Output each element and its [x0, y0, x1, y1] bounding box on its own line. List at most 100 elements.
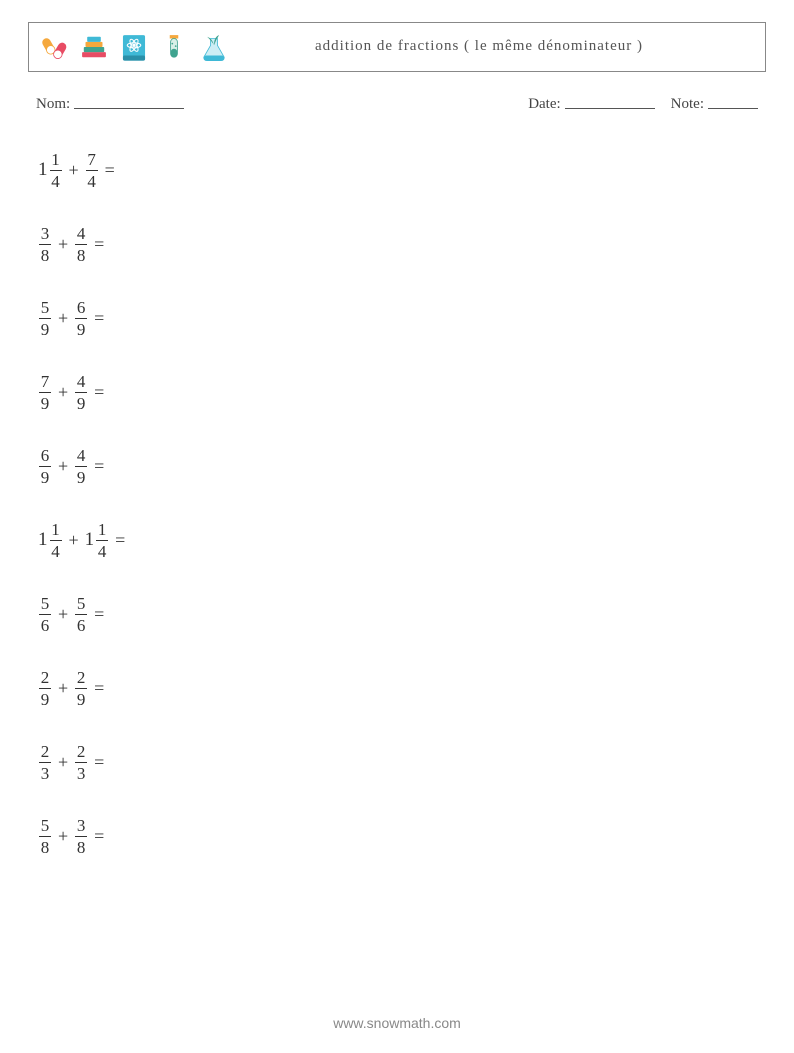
fraction: 56: [39, 595, 51, 634]
fraction: 29: [75, 669, 87, 708]
equals-sign: =: [94, 308, 104, 329]
fraction: 23: [75, 743, 87, 782]
numerator: 5: [41, 595, 50, 614]
note-label: Note:: [671, 96, 704, 113]
fraction: 38: [39, 225, 51, 264]
problem-row: 69+49=: [38, 443, 766, 489]
header-box: addition de fractions ( le même dénomina…: [28, 22, 766, 72]
denominator: 9: [39, 466, 51, 486]
operator-plus: +: [58, 826, 68, 847]
equals-sign: =: [115, 530, 125, 551]
denominator: 6: [75, 614, 87, 634]
denominator: 8: [39, 836, 51, 856]
worksheet-title: addition de fractions ( le même dénomina…: [231, 37, 757, 57]
operator-plus: +: [69, 160, 79, 181]
numerator: 2: [41, 743, 50, 762]
numerator: 1: [98, 521, 107, 540]
flask-plant-icon: [197, 30, 231, 64]
numerator: 4: [77, 447, 86, 466]
info-row: Nom: Date: Note:: [28, 96, 766, 113]
denominator: 4: [86, 170, 98, 190]
operator-plus: +: [58, 308, 68, 329]
problems-list: 114+74=38+48=59+69=79+49=69+49=114+114=5…: [28, 147, 766, 859]
denominator: 9: [75, 466, 87, 486]
denominator: 6: [39, 614, 51, 634]
fraction: 69: [39, 447, 51, 486]
equals-sign: =: [94, 826, 104, 847]
equals-sign: =: [94, 456, 104, 477]
whole-number: 1: [85, 529, 95, 551]
problem-row: 38+48=: [38, 221, 766, 267]
numerator: 5: [77, 595, 86, 614]
operator-plus: +: [58, 456, 68, 477]
date-label: Date:: [528, 96, 560, 113]
problem-row: 59+69=: [38, 295, 766, 341]
fraction: 69: [75, 299, 87, 338]
denominator: 4: [50, 170, 62, 190]
problem-row: 58+38=: [38, 813, 766, 859]
problem-row: 79+49=: [38, 369, 766, 415]
denominator: 9: [75, 392, 87, 412]
numerator: 2: [41, 669, 50, 688]
operator-plus: +: [58, 752, 68, 773]
equals-sign: =: [94, 678, 104, 699]
equals-sign: =: [94, 234, 104, 255]
denominator: 9: [39, 688, 51, 708]
problem-row: 56+56=: [38, 591, 766, 637]
denominator: 9: [75, 318, 87, 338]
numerator: 5: [41, 817, 50, 836]
name-underline: [74, 96, 184, 109]
denominator: 8: [75, 244, 87, 264]
books-icon: [77, 30, 111, 64]
numerator: 1: [51, 151, 60, 170]
fraction: 14: [50, 151, 62, 190]
note-underline: [708, 96, 758, 109]
header-icons: [37, 30, 231, 64]
numerator: 1: [51, 521, 60, 540]
numerator: 4: [77, 225, 86, 244]
numerator: 7: [41, 373, 50, 392]
numerator: 6: [41, 447, 50, 466]
problem-row: 114+74=: [38, 147, 766, 193]
fraction: 48: [75, 225, 87, 264]
operator-plus: +: [58, 678, 68, 699]
denominator: 9: [39, 318, 51, 338]
numerator: 6: [77, 299, 86, 318]
denominator: 9: [75, 688, 87, 708]
problem-row: 114+114=: [38, 517, 766, 563]
denominator: 4: [96, 540, 108, 560]
numerator: 7: [87, 151, 96, 170]
footer-url: www.snowmath.com: [0, 1015, 794, 1031]
denominator: 4: [50, 540, 62, 560]
operator-plus: +: [58, 234, 68, 255]
fraction: 38: [75, 817, 87, 856]
operator-plus: +: [58, 604, 68, 625]
atom-book-icon: [117, 30, 151, 64]
numerator: 3: [77, 817, 86, 836]
numerator: 5: [41, 299, 50, 318]
denominator: 9: [39, 392, 51, 412]
fraction: 49: [75, 373, 87, 412]
operator-plus: +: [69, 530, 79, 551]
denominator: 3: [39, 762, 51, 782]
operator-plus: +: [58, 382, 68, 403]
test-tube-icon: [157, 30, 191, 64]
problem-row: 29+29=: [38, 665, 766, 711]
denominator: 8: [39, 244, 51, 264]
numerator: 3: [41, 225, 50, 244]
numerator: 2: [77, 669, 86, 688]
pills-icon: [37, 30, 71, 64]
fraction: 29: [39, 669, 51, 708]
equals-sign: =: [94, 604, 104, 625]
name-label: Nom:: [36, 96, 70, 113]
fraction: 79: [39, 373, 51, 412]
fraction: 59: [39, 299, 51, 338]
fraction: 74: [86, 151, 98, 190]
numerator: 4: [77, 373, 86, 392]
date-underline: [565, 96, 655, 109]
equals-sign: =: [105, 160, 115, 181]
whole-number: 1: [38, 159, 48, 181]
fraction: 49: [75, 447, 87, 486]
denominator: 8: [75, 836, 87, 856]
denominator: 3: [75, 762, 87, 782]
